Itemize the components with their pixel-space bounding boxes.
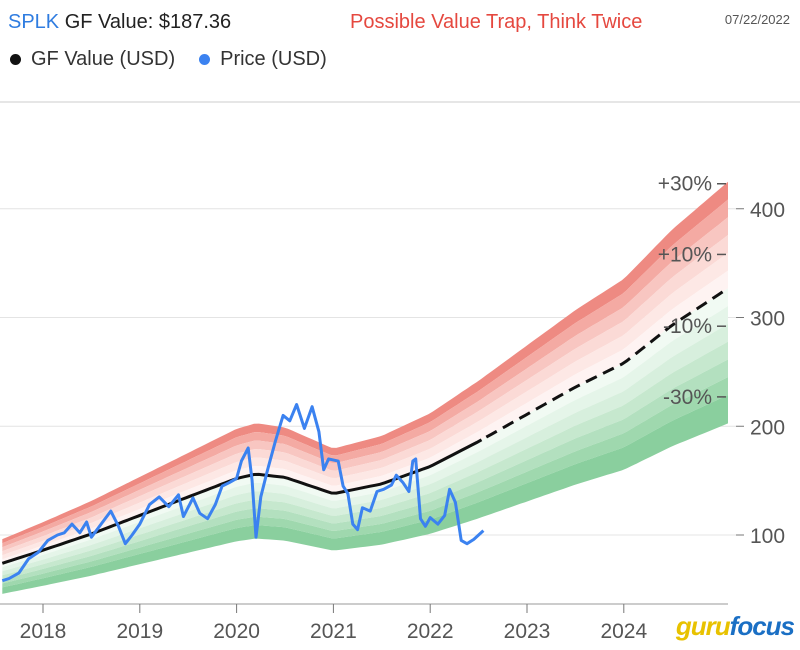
lower-band-3 <box>2 341 728 580</box>
y-tick-label-200: 200 <box>750 416 785 439</box>
lower-band-5 <box>2 377 728 588</box>
gf-value-line <box>1 438 483 565</box>
lower-band-1 <box>2 306 728 572</box>
chart-legend: GF Value (USD) Price (USD) <box>10 48 327 71</box>
plot-area <box>1 181 728 594</box>
chart-date: 07/22/2022 <box>724 12 790 27</box>
price-line <box>1 403 485 583</box>
x-tick-label-2019: 2019 <box>116 620 163 643</box>
y-tick-label-100: 100 <box>750 525 785 548</box>
chart-header: SPLK GF Value: $187.36 Possible Value Tr… <box>0 0 800 100</box>
y-tick-label-300: 300 <box>750 308 785 331</box>
ticker-symbol[interactable]: SPLK <box>8 11 60 33</box>
legend-label-gf-value: GF Value (USD) <box>31 48 176 70</box>
legend-item-price[interactable]: Price (USD) <box>199 48 327 71</box>
band-label-2: -10% <box>663 315 712 338</box>
legend-item-gf-value[interactable]: GF Value (USD) <box>10 48 175 71</box>
lower-band-2 <box>2 323 728 576</box>
band-label-0: +30% <box>658 173 712 196</box>
lower-band-4 <box>2 359 728 584</box>
valuation-verdict: Possible Value Trap, Think Twice <box>350 11 643 33</box>
legend-label-price: Price (USD) <box>220 48 327 70</box>
legend-dot-price <box>199 54 211 65</box>
gurufocus-logo: gurufocus <box>675 611 795 641</box>
x-tick-label-2021: 2021 <box>310 620 357 643</box>
x-tick-label-2023: 2023 <box>504 620 551 643</box>
legend-dot-gf-value <box>10 54 21 65</box>
band-label-1: +10% <box>658 243 712 266</box>
x-tick-label-2024: 2024 <box>600 620 647 643</box>
x-tick-label-2018: 2018 <box>20 620 67 643</box>
lower-band-6 <box>2 394 728 594</box>
chart-title: SPLK GF Value: $187.36 <box>8 11 231 34</box>
gf-value-summary: GF Value: $187.36 <box>59 11 232 33</box>
y-tick-label-400: 400 <box>750 199 785 222</box>
band-label-3: -30% <box>663 386 712 409</box>
x-tick-label-2022: 2022 <box>407 620 454 643</box>
x-tick-label-2020: 2020 <box>213 620 260 643</box>
gf-value-projection-line <box>485 286 728 439</box>
